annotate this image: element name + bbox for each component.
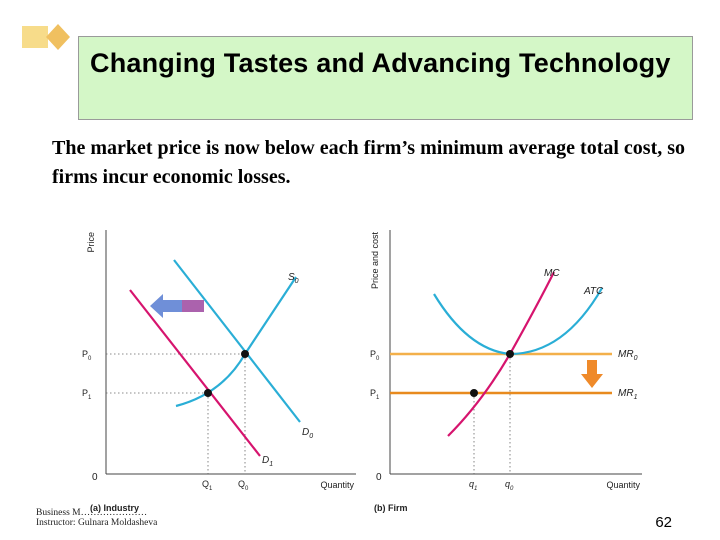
equilibrium-point-new (204, 389, 212, 397)
footer-instructor: Instructor: Gulnara Moldasheva (36, 518, 158, 528)
x-tick-q0: q0 (505, 479, 514, 492)
origin-label: 0 (92, 472, 98, 483)
panel-label-industry: (a) Industry (90, 503, 139, 513)
min-atc-point (506, 350, 514, 358)
curve-label-mr1: MR1 (618, 388, 638, 401)
x-tick-q1: Q1 (202, 479, 213, 492)
demand-curve-d1 (129, 289, 261, 457)
x-axis-label: Quantity (320, 480, 354, 490)
y-axis-label: Price (86, 232, 96, 253)
curve-label-s0: S0 (288, 272, 299, 285)
curve-label-d1: D1 (262, 455, 273, 468)
y-axis-label: Price and cost (370, 232, 380, 290)
y-tick-p1: P1 (82, 388, 92, 401)
loss-output-point (470, 389, 478, 397)
curve-label-mc: MC (544, 268, 560, 279)
x-tick-q0: Q0 (238, 479, 249, 492)
corner-decoration-icon (22, 24, 70, 50)
page-number: 62 (655, 514, 672, 531)
firm-graph: Price and cost Quantity 0 MC ATC MR0 MR1… (370, 230, 642, 513)
industry-graph: Price Quantity 0 S0 D0 D1 P0 P1 Q1 Q0 (a… (82, 230, 356, 513)
y-tick-p1: P1 (370, 388, 380, 401)
panel-label-firm: (b) Firm (374, 503, 408, 513)
x-axis-label: Quantity (606, 480, 640, 490)
curve-label-d0: D0 (302, 427, 313, 440)
origin-label: 0 (376, 472, 382, 483)
footer-course: Business M………………… (36, 508, 148, 518)
equilibrium-point-initial (241, 350, 249, 358)
demand-curve-d0 (173, 259, 301, 423)
slide-subtitle: The market price is now below each firm’… (52, 137, 686, 188)
y-tick-p0: P0 (370, 349, 380, 362)
curve-label-atc: ATC (583, 286, 604, 297)
y-tick-p0: P0 (82, 349, 92, 362)
x-tick-q1: q1 (469, 479, 477, 492)
slide-title: Changing Tastes and Advancing Technology (90, 48, 671, 78)
mr-shift-arrow (581, 360, 603, 388)
curve-label-mr0: MR0 (618, 349, 638, 362)
atc-curve (433, 287, 603, 356)
title-box: Changing Tastes and Advancing Technology (78, 36, 693, 120)
